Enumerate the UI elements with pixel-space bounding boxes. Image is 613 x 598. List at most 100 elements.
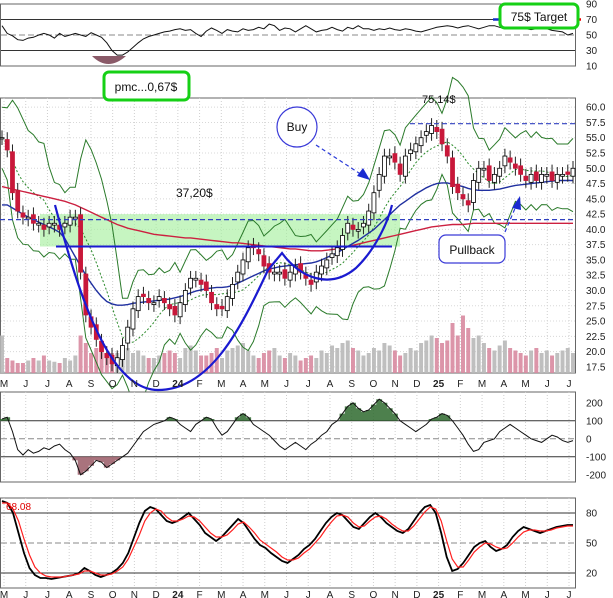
- buy-arrow-head: [357, 168, 370, 180]
- volume-bar: [94, 348, 99, 373]
- candle-body: [188, 277, 193, 289]
- candle-body: [308, 279, 314, 285]
- stochastic-k-line: [1, 500, 573, 580]
- volume-bar: [497, 345, 502, 373]
- candle-body: [334, 247, 340, 257]
- stochastic-x-tick: J: [284, 590, 289, 598]
- volume-bar: [52, 361, 57, 373]
- buy-arrow-line: [315, 144, 363, 176]
- candle-body: [203, 281, 209, 291]
- volume-bar: [5, 358, 10, 373]
- price-x-tick: A: [500, 379, 507, 390]
- candle-body: [544, 173, 550, 177]
- price-x-tick: M: [261, 379, 269, 390]
- volume-bar: [419, 343, 424, 373]
- volume-bar: [167, 350, 172, 373]
- candle-body: [387, 155, 393, 159]
- volume-bar: [172, 353, 177, 373]
- rsi-tick-label: 90: [586, 0, 598, 11]
- candle-body: [0, 137, 5, 140]
- volume-bar: [293, 355, 298, 373]
- volume-bar: [555, 353, 560, 373]
- volume-bar: [282, 358, 287, 373]
- candle-body: [162, 298, 167, 304]
- rsi-tick-label: 70: [586, 15, 598, 26]
- volume-bar: [366, 353, 371, 373]
- upper-band: [1, 76, 574, 299]
- support-label: 37,20$: [176, 186, 213, 200]
- price-x-tick: F: [197, 379, 203, 390]
- stochastic-x-tick: J: [567, 590, 572, 598]
- candle-body: [324, 259, 330, 269]
- candle-body: [376, 173, 382, 191]
- price-tick-label: 37.5: [586, 240, 606, 251]
- candle-body: [193, 277, 199, 281]
- volume-bar: [544, 350, 549, 373]
- stochastic-panel: 80 50 20 68.08 M J J A S O N D 24 F M A M J J A S O N D 25 F M A M J J: [0, 497, 598, 598]
- volume-bar: [41, 355, 46, 373]
- volume-bar: [0, 335, 4, 373]
- pmc-label-text: pmc...0,67$: [115, 80, 178, 94]
- rsi-tick-label: 30: [586, 46, 598, 57]
- candle-body: [182, 290, 188, 305]
- candle-body: [465, 200, 471, 206]
- price-tick-label: 60.0: [586, 103, 606, 114]
- price-tick-label: 27.5: [586, 301, 606, 312]
- buy-label-circle: [276, 106, 318, 148]
- momentum-tick-label: -100: [586, 452, 606, 463]
- stochastic-x-tick: J: [306, 590, 311, 598]
- momentum-negative-fill: [72, 456, 121, 475]
- stochastic-x-tick: N: [131, 590, 138, 598]
- stochastic-x-tick: M: [217, 590, 225, 598]
- pullback-arrow-line: [504, 205, 517, 233]
- candle-body: [261, 255, 267, 267]
- candle-body: [434, 126, 440, 133]
- volume-bar: [178, 358, 183, 373]
- momentum-tick-label: 0: [586, 434, 592, 445]
- price-tick-label: 57.5: [586, 118, 606, 129]
- cup-handle-pattern: [53, 204, 394, 392]
- volume-bar: [408, 348, 413, 373]
- volume-bar: [26, 360, 31, 373]
- volume-bar: [340, 343, 345, 373]
- volume-bar: [481, 343, 486, 373]
- pullback-arrow-head: [512, 196, 521, 210]
- price-tick-label: 45.0: [586, 194, 606, 205]
- volume-bar: [57, 363, 62, 373]
- volume-bar: [47, 360, 52, 373]
- volume-bar: [31, 358, 36, 373]
- volume-bar: [445, 340, 450, 373]
- price-x-tick: J: [306, 379, 311, 390]
- volume-bar: [303, 358, 308, 373]
- volume-bar: [413, 350, 418, 373]
- ma-200-line: [1, 185, 573, 252]
- candle-body: [570, 167, 576, 177]
- candle-body: [528, 173, 534, 183]
- candle-body: [172, 305, 178, 316]
- volume-bar: [371, 348, 376, 373]
- price-x-tick: J: [23, 379, 28, 390]
- candle-body: [554, 173, 560, 183]
- candle-body: [329, 253, 335, 258]
- candle-body: [455, 183, 461, 194]
- volume-bar: [162, 353, 167, 373]
- candle-body: [151, 302, 157, 305]
- volume-bar: [272, 348, 277, 373]
- candle-body: [287, 271, 293, 281]
- volume-bar: [335, 348, 340, 373]
- candle-body: [523, 175, 529, 181]
- volume-bar: [288, 353, 293, 373]
- candle-body: [72, 216, 78, 220]
- volume-bar: [382, 343, 387, 373]
- stochastic-tick-label: 20: [586, 569, 598, 580]
- volume-bar: [487, 348, 492, 373]
- volume-bar: [403, 353, 408, 373]
- price-tick-label: 32.5: [586, 271, 606, 282]
- resistance-label: 75,14$: [422, 94, 456, 106]
- stochastic-x-tick: A: [327, 590, 334, 598]
- volume-bar: [68, 360, 73, 373]
- price-x-tick: M: [0, 379, 8, 390]
- price-x-tick: O: [370, 379, 378, 390]
- volume-bar: [277, 355, 282, 373]
- volume-bar: [99, 350, 104, 373]
